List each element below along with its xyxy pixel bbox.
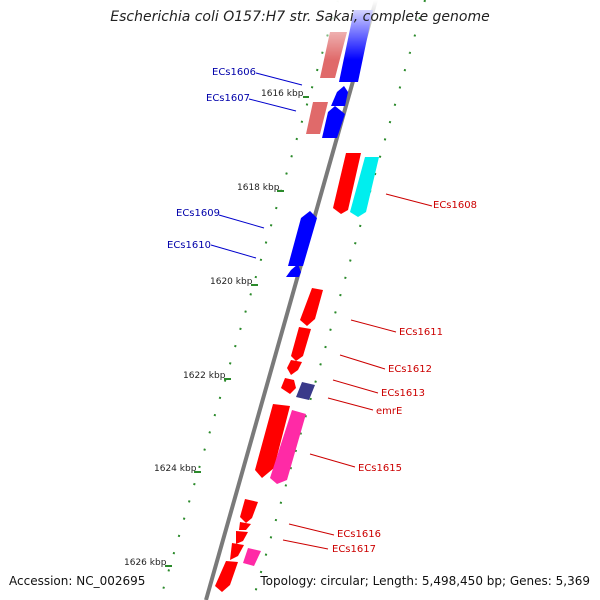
left-leader-lines — [210, 72, 303, 259]
gene-ECs1617-arrow[interactable] — [230, 543, 244, 560]
scale-label-1618: 1618 kbp — [237, 183, 280, 193]
gene-label-ECs1606[interactable]: ECs1606 — [212, 67, 256, 78]
gene-ECs1616a-arrow[interactable] — [240, 499, 258, 523]
gene-ECs1617a-arrow[interactable] — [236, 531, 248, 544]
scale-label-1616: 1616 kbp — [261, 89, 304, 99]
genome-backbone — [204, 0, 378, 600]
scale-label-1624: 1624 kbp — [154, 464, 197, 474]
gene-ECs1607-arrow[interactable] — [322, 106, 345, 138]
gene-ECs1616-arrow[interactable] — [239, 522, 251, 530]
genome-summary-text: Topology: circular; Length: 5,498,450 bp… — [260, 574, 590, 588]
gene-label-ECs1607[interactable]: ECs1607 — [206, 93, 250, 104]
gene-ECs1612-arrow[interactable] — [291, 327, 311, 361]
gene-label-ECs1611[interactable]: ECs1611 — [399, 327, 443, 338]
scale-label-1620: 1620 kbp — [210, 277, 253, 287]
gene-label-ECs1617[interactable]: ECs1617 — [332, 544, 376, 555]
gene-ECs1612b-arrow[interactable] — [287, 360, 302, 375]
right-leader-lines — [282, 193, 433, 550]
gene-emrE-arrow[interactable] — [255, 404, 290, 478]
gene-ECs1611-arrow[interactable] — [300, 288, 323, 326]
gene-label-ECs1613[interactable]: ECs1613 — [381, 388, 425, 399]
gene-ECs1608a-arrow[interactable] — [333, 153, 361, 214]
gene-ECs1615-arrow[interactable] — [270, 410, 306, 484]
gene-label-ECs1609[interactable]: ECs1609 — [176, 208, 220, 219]
scale-label-1622: 1622 kbp — [183, 371, 226, 381]
gene-label-ECs1612[interactable]: ECs1612 — [388, 364, 432, 375]
gene-ECs1610-arrow[interactable] — [286, 264, 301, 277]
gene-label-ECs1610[interactable]: ECs1610 — [167, 240, 211, 251]
gene-ECs1613-arrow[interactable] — [296, 382, 315, 400]
accession-text: Accession: NC_002695 — [9, 574, 146, 588]
gene-ECs1607a-arrow[interactable] — [331, 86, 348, 106]
scale-label-1626: 1626 kbp — [124, 558, 167, 568]
gene-label-ECs1615[interactable]: ECs1615 — [358, 463, 402, 474]
gene-ECs1617b-arrow[interactable] — [243, 548, 261, 566]
gene-label-ECs1608[interactable]: ECs1608 — [433, 200, 477, 211]
gene-ECs1617c-arrow[interactable] — [215, 561, 238, 592]
gene-ECs1609-arrow[interactable] — [288, 211, 317, 266]
top-fade-overlay — [290, 0, 410, 60]
scale-ticks — [165, 96, 309, 567]
gene-label-emrE[interactable]: emrE — [376, 406, 402, 417]
pink-feature-2 — [306, 102, 328, 134]
gene-ECs1613a-arrow[interactable] — [281, 378, 296, 394]
genome-title-overlay: Escherichia coli O157:H7 str. Sakai, com… — [110, 9, 490, 25]
gene-label-ECs1616[interactable]: ECs1616 — [337, 529, 381, 540]
gene-ECs1608-arrow[interactable] — [350, 157, 379, 217]
